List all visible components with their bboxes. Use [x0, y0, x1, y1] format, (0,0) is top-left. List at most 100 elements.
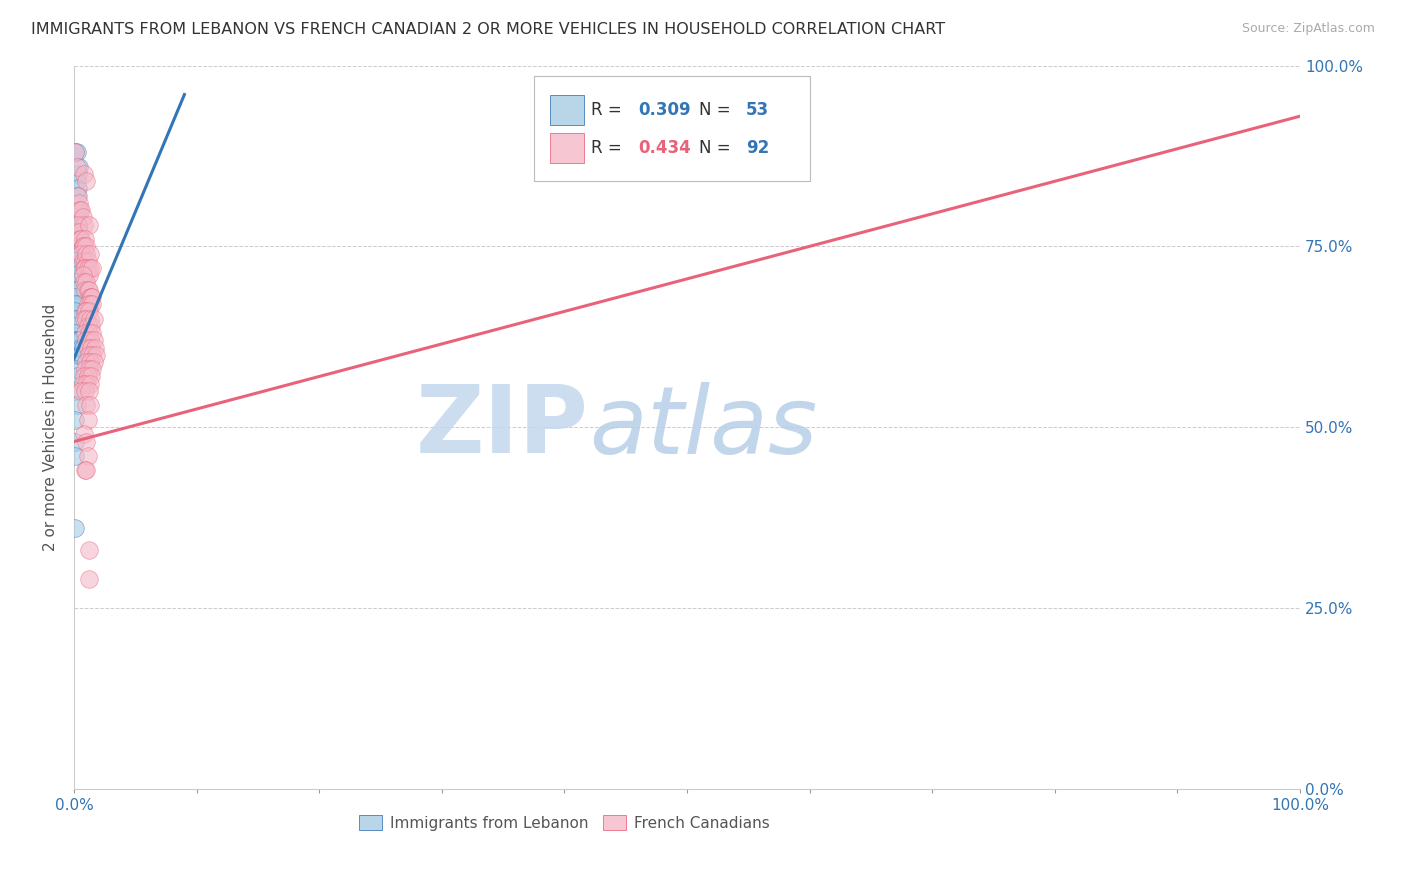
Point	[66, 203, 89, 218]
Point	[65, 304, 87, 318]
Point	[82, 260, 104, 275]
Point	[79, 355, 101, 369]
Point	[72, 211, 94, 225]
Point	[77, 384, 100, 398]
Point	[65, 239, 87, 253]
Point	[67, 225, 90, 239]
Point	[65, 283, 87, 297]
Point	[70, 203, 93, 218]
Point	[65, 246, 87, 260]
Text: ZIP: ZIP	[416, 381, 589, 473]
Point	[72, 253, 94, 268]
Text: 0.309: 0.309	[638, 101, 690, 119]
Point	[84, 348, 107, 362]
Point	[65, 145, 87, 160]
Point	[65, 334, 87, 348]
Point	[75, 232, 97, 246]
Point	[70, 232, 93, 246]
Point	[77, 218, 100, 232]
Point	[69, 334, 91, 348]
Point	[70, 341, 93, 355]
Point	[76, 341, 98, 355]
Point	[65, 449, 87, 463]
Point	[65, 268, 87, 283]
Point	[79, 334, 101, 348]
Point	[75, 304, 97, 318]
Y-axis label: 2 or more Vehicles in Household: 2 or more Vehicles in Household	[44, 303, 58, 550]
Point	[65, 174, 87, 188]
Point	[66, 167, 89, 181]
Point	[65, 276, 87, 290]
Point	[75, 355, 97, 369]
Point	[83, 355, 105, 369]
Point	[65, 311, 87, 326]
Point	[69, 232, 91, 246]
Point	[69, 232, 91, 246]
Point	[77, 304, 100, 318]
Point	[75, 304, 97, 318]
Point	[76, 297, 98, 311]
Point	[76, 253, 98, 268]
Legend: Immigrants from Lebanon, French Canadians: Immigrants from Lebanon, French Canadian…	[354, 810, 775, 835]
Point	[70, 246, 93, 260]
Point	[65, 521, 87, 535]
Point	[73, 167, 96, 181]
Point	[73, 369, 96, 384]
Point	[66, 246, 89, 260]
Point	[77, 362, 100, 376]
Text: N =: N =	[699, 101, 737, 119]
Point	[69, 348, 91, 362]
Point	[65, 145, 87, 160]
Point	[70, 384, 93, 398]
Point	[80, 290, 103, 304]
Point	[67, 196, 90, 211]
Point	[75, 362, 97, 376]
Point	[76, 413, 98, 427]
Point	[65, 311, 87, 326]
Point	[72, 376, 94, 391]
Point	[79, 260, 101, 275]
Text: IMMIGRANTS FROM LEBANON VS FRENCH CANADIAN 2 OR MORE VEHICLES IN HOUSEHOLD CORRE: IMMIGRANTS FROM LEBANON VS FRENCH CANADI…	[31, 22, 945, 37]
Point	[65, 434, 87, 449]
Point	[65, 413, 87, 427]
Point	[73, 218, 96, 232]
Point	[79, 376, 101, 391]
Point	[75, 260, 97, 275]
Text: R =: R =	[592, 101, 627, 119]
Point	[77, 572, 100, 586]
Point	[65, 348, 87, 362]
Point	[72, 239, 94, 253]
Point	[76, 318, 98, 333]
Point	[76, 369, 98, 384]
Point	[80, 318, 103, 333]
Point	[70, 348, 93, 362]
Text: 53: 53	[747, 101, 769, 119]
Point	[75, 246, 97, 260]
Point	[65, 297, 87, 311]
Point	[75, 334, 97, 348]
Point	[75, 463, 97, 477]
Point	[65, 398, 87, 412]
Text: Source: ZipAtlas.com: Source: ZipAtlas.com	[1241, 22, 1375, 36]
Point	[83, 334, 105, 348]
Point	[73, 311, 96, 326]
Point	[79, 290, 101, 304]
Point	[75, 239, 97, 253]
Point	[65, 260, 87, 275]
Point	[67, 160, 90, 174]
Point	[65, 384, 87, 398]
Point	[75, 384, 97, 398]
Point	[73, 427, 96, 442]
Point	[67, 203, 90, 218]
Point	[65, 318, 87, 333]
Point	[73, 276, 96, 290]
Point	[82, 290, 104, 304]
Point	[82, 348, 104, 362]
Point	[73, 260, 96, 275]
Point	[75, 434, 97, 449]
Point	[65, 290, 87, 304]
Point	[82, 326, 104, 340]
Point	[76, 283, 98, 297]
Point	[65, 188, 87, 202]
Point	[75, 174, 97, 188]
